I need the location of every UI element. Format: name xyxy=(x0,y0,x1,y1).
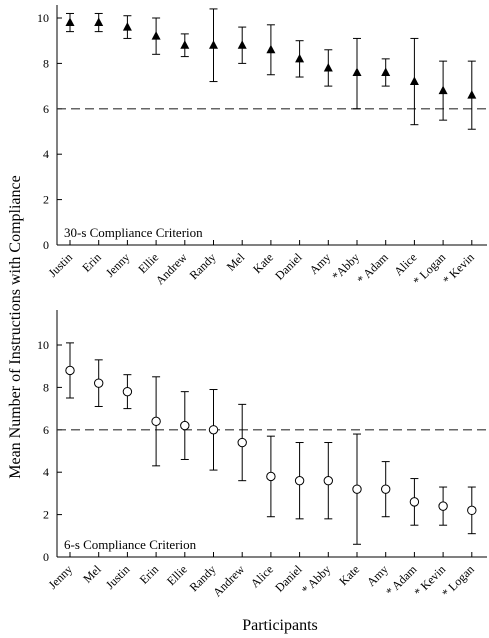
data-point-triangle xyxy=(323,62,333,72)
data-point-triangle xyxy=(295,53,305,63)
y-tick-label: 6 xyxy=(43,102,49,116)
data-point-circle xyxy=(208,425,219,435)
y-tick-label: 6 xyxy=(43,423,49,437)
x-axis-title: Participants xyxy=(242,617,318,634)
x-category-label: Mel xyxy=(224,250,248,274)
y-tick-label: 8 xyxy=(43,380,49,394)
y-tick-label: 4 xyxy=(43,147,49,161)
data-point-triangle xyxy=(209,40,218,49)
y-tick-label: 2 xyxy=(43,508,49,522)
y-tick-label: 0 xyxy=(43,550,49,564)
y-tick-label: 2 xyxy=(43,193,49,207)
x-category-label: Mel xyxy=(80,562,104,586)
panel-30s-compliance: 0 2 4 6 8 10 30-s Compliance Criterion Justin Er… xyxy=(37,5,487,288)
data-point-triangle xyxy=(438,85,448,95)
data-point-circle xyxy=(122,386,133,397)
y-tick-label: 10 xyxy=(37,338,49,352)
data-point-triangle xyxy=(266,44,276,54)
data-point-circle xyxy=(323,475,333,486)
data-point-circle xyxy=(381,484,391,494)
data-point-circle xyxy=(266,471,276,482)
data-point-circle xyxy=(151,416,161,427)
panel-criterion-label: 6-s Compliance Criterion xyxy=(64,537,197,552)
x-category-label: Randy xyxy=(187,250,219,282)
data-point-circle xyxy=(409,497,420,507)
data-point-circle xyxy=(94,378,104,388)
y-tick-label: 10 xyxy=(37,11,49,25)
panel-6s-compliance: 0 2 4 6 8 10 6-s Compliance Criterion Jenny MelJ… xyxy=(37,310,487,600)
data-point-triangle xyxy=(151,31,161,40)
x-category-label: Justin xyxy=(45,250,75,280)
data-point-circle xyxy=(438,501,448,511)
data-point-circle xyxy=(180,420,190,431)
x-category-label: Kate xyxy=(336,562,362,588)
data-point-triangle xyxy=(94,17,104,27)
data-point-circle xyxy=(467,505,477,516)
data-point-triangle xyxy=(467,90,477,99)
data-point-circle xyxy=(294,475,305,486)
y-tick-label: 8 xyxy=(43,56,49,70)
data-point-triangle xyxy=(122,22,132,31)
data-point-triangle xyxy=(409,76,419,86)
panel-criterion-label: 30-s Compliance Criterion xyxy=(64,225,203,240)
data-point-triangle xyxy=(65,17,75,27)
x-category-label: Andrew xyxy=(210,562,247,599)
data-point-triangle xyxy=(352,67,362,76)
x-category-label: Justin xyxy=(103,562,133,592)
y-axis-title: Mean Number of Instructions with Complia… xyxy=(7,175,24,479)
x-category-label: * Abby xyxy=(299,562,334,597)
x-category-label: Jenny xyxy=(103,250,133,280)
x-category-label: Andrew xyxy=(153,250,190,287)
data-point-circle xyxy=(237,437,247,448)
x-category-label: Alice xyxy=(248,562,276,590)
data-point-circle xyxy=(352,484,362,494)
x-category-label: Daniel xyxy=(272,250,305,283)
x-category-label: * Kevin xyxy=(440,250,477,287)
data-point-triangle xyxy=(237,40,247,49)
x-category-label: * Logan xyxy=(410,250,448,288)
data-point-triangle xyxy=(381,67,391,76)
x-category-label: Erin xyxy=(79,250,104,275)
data-point-circle xyxy=(65,365,75,376)
x-category-label: * Adam xyxy=(354,250,391,287)
data-point-triangle xyxy=(180,40,190,49)
y-tick-label: 0 xyxy=(43,238,49,252)
y-tick-label: 4 xyxy=(43,465,49,479)
x-category-label: * Logan xyxy=(439,562,477,600)
x-category-label: Jenny xyxy=(45,562,75,592)
x-category-label: Erin xyxy=(137,562,162,587)
